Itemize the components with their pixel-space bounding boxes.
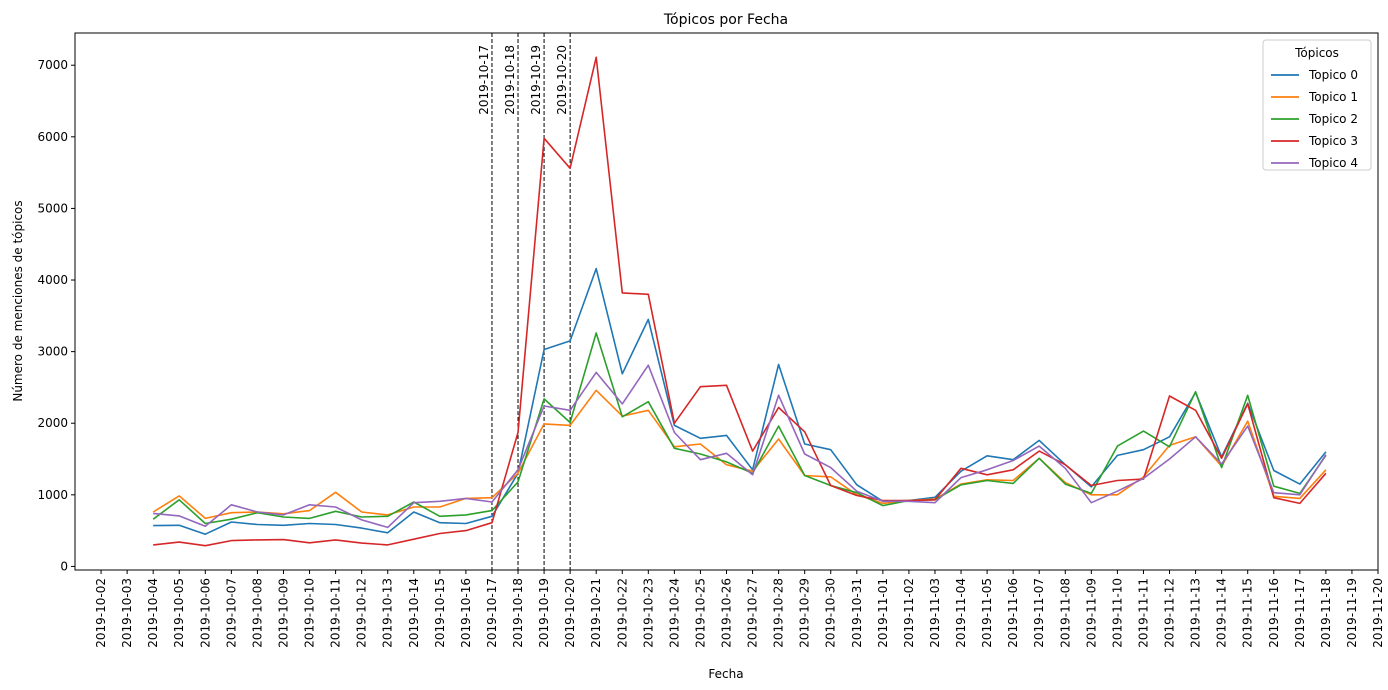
x-tick-label: 2019-10-14 [407,578,421,648]
x-tick-label: 2019-11-15 [1241,578,1255,648]
x-tick-label: 2019-10-13 [381,578,395,648]
x-tick-label: 2019-10-08 [250,578,264,648]
x-tick-label: 2019-10-06 [198,578,212,648]
x-tick-label: 2019-10-18 [511,578,525,648]
x-tick-label: 2019-11-05 [980,578,994,648]
x-tick-label: 2019-11-07 [1032,578,1046,648]
series-line-topico-1 [152,389,1327,520]
x-tick-label: 2019-10-20 [563,578,577,648]
x-tick-label: 2019-10-27 [746,578,760,648]
x-tick-label: 2019-11-06 [1006,578,1020,648]
x-tick-label: 2019-10-07 [224,578,238,648]
x-tick-label: 2019-11-03 [928,578,942,648]
x-tick-label: 2019-11-04 [954,578,968,648]
x-tick-label: 2019-10-09 [276,578,290,648]
legend-item-label: Topico 3 [1308,134,1358,148]
x-tick-label: 2019-10-22 [615,578,629,648]
event-line-label: 2019-10-19 [529,45,543,115]
x-tick-label: 2019-11-19 [1345,578,1359,648]
event-line-label: 2019-10-20 [555,45,569,115]
series-line-topico-2 [152,332,1327,525]
y-tick-label: 6000 [37,130,68,144]
legend-item-label: Topico 2 [1308,112,1358,126]
y-tick-label: 3000 [37,345,68,359]
legend-item-label: Topico 1 [1308,90,1358,104]
y-tick-label: 5000 [37,201,68,215]
y-tick-label: 1000 [37,488,68,502]
x-tick-label: 2019-10-16 [459,578,473,648]
x-tick-label: 2019-11-12 [1163,578,1177,648]
x-tick-label: 2019-10-24 [667,578,681,648]
chart-title: Tópicos por Fecha [663,12,788,28]
event-line-label: 2019-10-18 [503,45,517,115]
x-tick-label: 2019-10-23 [641,578,655,648]
series-line-topico-3 [153,56,1327,547]
y-tick-label: 4000 [37,273,68,287]
legend: Tópicos Topico 0 Topico 1 Topico 2 Topico 3 T… [1262,39,1372,171]
x-tick-label: 2019-11-18 [1319,578,1333,648]
x-tick-label: 2019-11-17 [1293,578,1307,648]
x-tick-label: 2019-10-30 [824,578,838,648]
legend-box [1262,39,1372,171]
x-tick-label: 2019-10-31 [850,578,864,648]
x-tick-label: 2019-10-15 [433,578,447,648]
x-tick-label: 2019-10-26 [720,578,734,648]
x-tick-label: 2019-11-20 [1371,578,1385,648]
x-tick-label: 2019-10-17 [485,578,499,648]
series-line-topico-0 [153,267,1327,536]
plot-frame [74,32,1379,571]
x-tick-label: 2019-11-09 [1084,578,1098,648]
x-tick-label: 2019-11-08 [1058,578,1072,648]
legend-item-label: Topico 0 [1308,68,1358,82]
y-tick-label: 0 [60,559,68,573]
x-tick-label: 2019-10-12 [355,578,369,648]
legend-title: Tópicos [1294,46,1339,60]
x-tick-label: 2019-10-02 [94,578,108,648]
x-tick-label: 2019-11-16 [1267,578,1281,648]
x-tick-label: 2019-11-01 [876,578,890,648]
x-tick-label: 2019-10-19 [537,578,551,648]
x-tick-label: 2019-10-25 [693,578,707,648]
legend-item-label: Topico 4 [1308,156,1358,170]
x-tick-label: 2019-10-11 [329,578,343,648]
x-tick-label: 2019-11-02 [902,578,916,648]
x-tick-label: 2019-10-29 [798,578,812,648]
x-axis-title: Fecha [708,667,743,681]
x-tick-label: 2019-11-10 [1110,578,1124,648]
x-tick-label: 2019-10-21 [589,578,603,648]
x-tick-label: 2019-11-13 [1189,578,1203,648]
y-tick-label: 7000 [37,58,68,72]
x-tick-label: 2019-10-05 [172,578,186,648]
event-line-label: 2019-10-17 [477,45,491,115]
y-tick-label: 2000 [37,416,68,430]
x-tick-label: 2019-11-14 [1215,578,1229,648]
x-tick-label: 2019-10-04 [146,578,160,648]
x-tick-label: 2019-10-03 [120,578,134,648]
series-line-topico-4 [153,364,1327,529]
y-axis-title: Número de menciones de tópicos [11,200,25,401]
x-tick-label: 2019-10-28 [772,578,786,648]
x-tick-label: 2019-10-10 [303,578,317,648]
x-tick-label: 2019-11-11 [1136,578,1150,648]
